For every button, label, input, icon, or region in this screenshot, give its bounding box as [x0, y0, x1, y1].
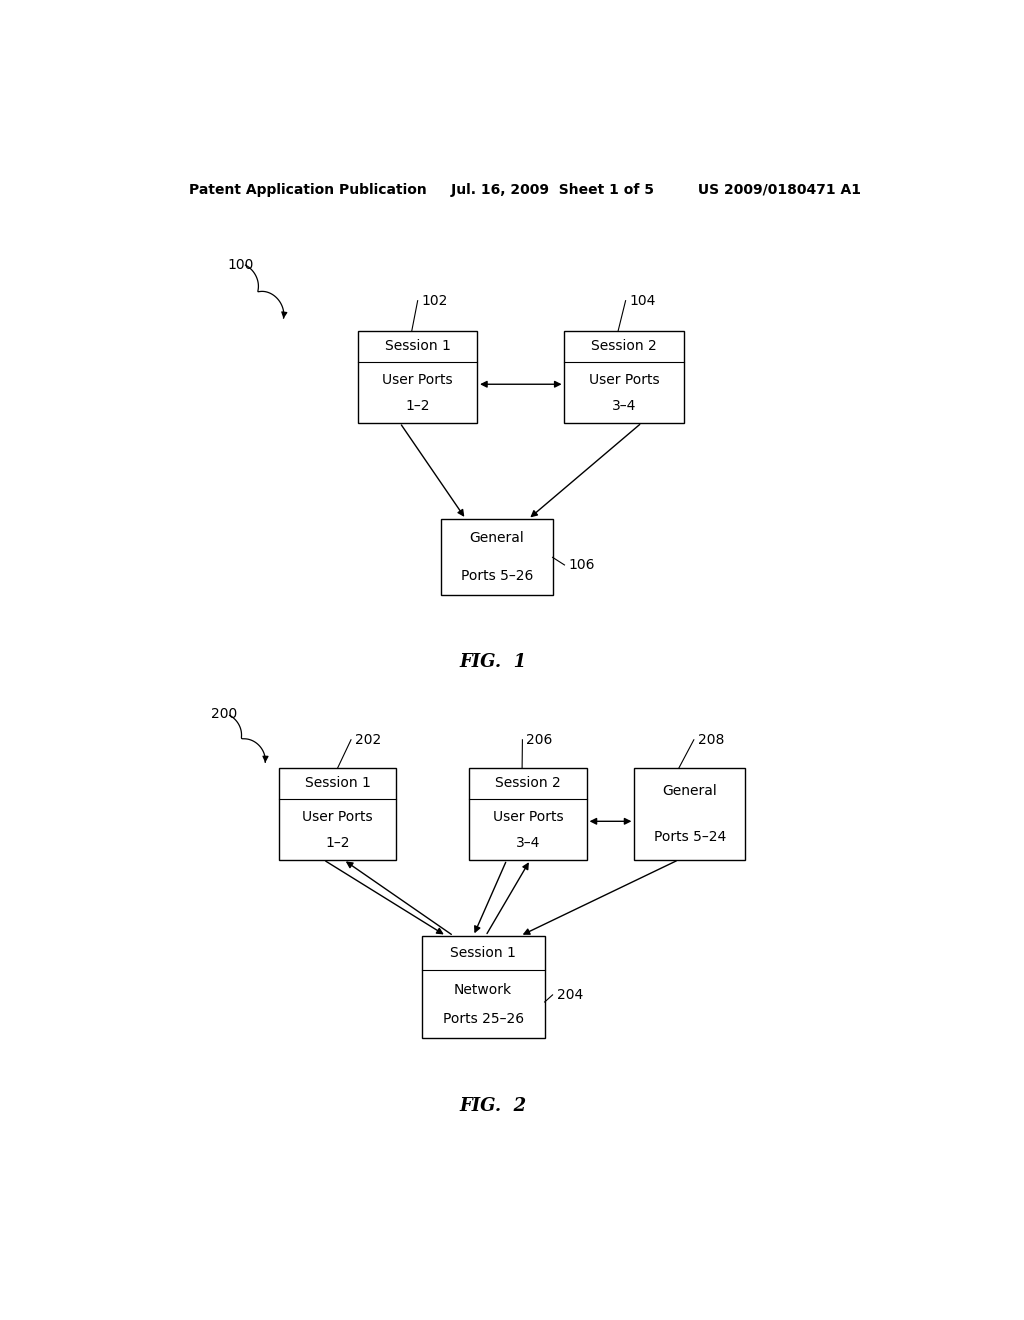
Text: 204: 204 [557, 987, 583, 1002]
Text: Ports 5–26: Ports 5–26 [461, 569, 534, 583]
Text: 104: 104 [630, 293, 656, 308]
Bar [422, 936, 545, 1038]
Text: 106: 106 [568, 558, 595, 572]
Text: 206: 206 [526, 733, 553, 747]
Text: 3–4: 3–4 [516, 836, 541, 850]
Text: 208: 208 [697, 733, 724, 747]
Text: General: General [663, 784, 717, 799]
Text: Session 2: Session 2 [591, 339, 656, 354]
Text: Ports 5–24: Ports 5–24 [653, 830, 726, 843]
Text: 102: 102 [422, 293, 449, 308]
Text: Ports 25–26: Ports 25–26 [442, 1011, 523, 1026]
Text: 202: 202 [355, 733, 381, 747]
Bar [469, 768, 587, 859]
Bar [634, 768, 745, 859]
Text: Network: Network [454, 983, 512, 997]
Text: Session 1: Session 1 [385, 339, 451, 354]
Text: User Ports: User Ports [382, 374, 453, 387]
Text: 1–2: 1–2 [326, 836, 350, 850]
Text: User Ports: User Ports [589, 374, 659, 387]
Text: FIG.  1: FIG. 1 [460, 652, 526, 671]
Text: 1–2: 1–2 [406, 399, 430, 413]
Text: General: General [470, 531, 524, 545]
Text: User Ports: User Ports [493, 810, 563, 824]
Text: Session 1: Session 1 [451, 946, 516, 960]
Text: User Ports: User Ports [302, 810, 373, 824]
Text: Patent Application Publication     Jul. 16, 2009  Sheet 1 of 5         US 2009/0: Patent Application Publication Jul. 16, … [188, 183, 861, 197]
Bar [358, 331, 477, 422]
Text: 200: 200 [211, 708, 238, 721]
Text: Session 2: Session 2 [495, 776, 561, 791]
Text: FIG.  2: FIG. 2 [460, 1097, 526, 1114]
Bar [564, 331, 684, 422]
Text: 3–4: 3–4 [611, 399, 636, 413]
Text: 100: 100 [227, 259, 254, 272]
Bar [441, 519, 553, 595]
Bar [279, 768, 396, 859]
Text: Session 1: Session 1 [304, 776, 371, 791]
